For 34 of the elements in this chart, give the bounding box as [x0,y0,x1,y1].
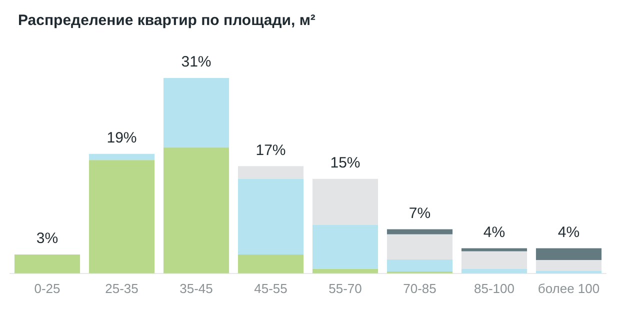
chart-title: Распределение квартир по площади, м² [18,12,316,29]
annotation: 15% [330,154,360,172]
x-tick-label: 35-45 [180,280,213,296]
bar [536,260,602,271]
bar [238,254,304,274]
bar [163,78,230,148]
bar [238,166,304,179]
bar [163,147,230,274]
bar [312,224,378,269]
x-tick-label: 85-100 [474,280,514,296]
bar [461,248,528,252]
x-tick-label: 45-55 [254,280,288,296]
x-tick-label: 25-35 [105,280,138,296]
annotation: 7% [408,204,431,222]
bar [88,154,155,160]
bar [386,229,453,234]
bar [461,251,528,269]
bar [238,178,304,254]
annotation: 31% [181,54,212,71]
annotation: 4% [483,224,506,241]
x-tick-label: более 100 [538,280,600,296]
bar [386,260,453,272]
bar [88,160,155,274]
bar [312,178,378,225]
x-tick-label: 0-25 [34,280,60,296]
x-tick-label: 70-85 [403,280,436,296]
annotation: 3% [36,230,58,248]
x-tick-label: 55-70 [328,280,362,296]
annotation: 4% [558,224,580,241]
bar [14,254,80,274]
bar [386,234,453,260]
bar [536,248,602,260]
annotation: 17% [256,142,286,159]
annotation: 19% [106,129,137,146]
